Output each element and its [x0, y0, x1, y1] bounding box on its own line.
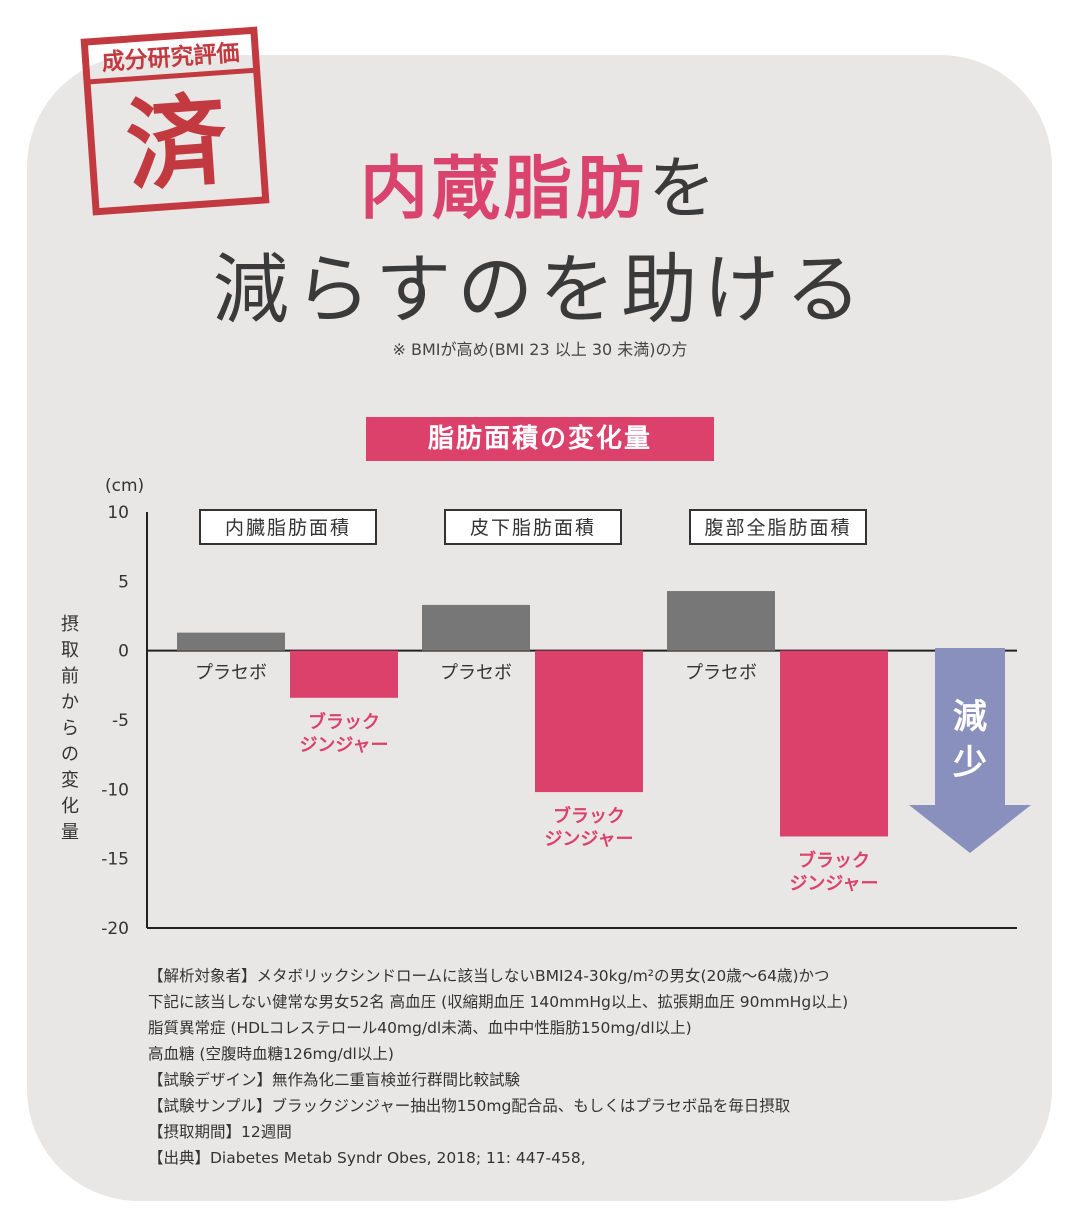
y-tick-label: -10	[101, 780, 129, 800]
footnotes: 【解析対象者】メタボリックシンドロームに該当しないBMI24-30kg/m²の男…	[148, 963, 848, 1171]
decrease-label: 減	[953, 697, 987, 737]
footnote-line: 【出典】Diabetes Metab Syndr Obes, 2018; 11:…	[148, 1149, 586, 1167]
chart-banner: 脂肪面積の変化量	[366, 417, 714, 461]
page-title: 内蔵脂肪を	[0, 145, 1080, 235]
footnote-line: 【試験デザイン】無作為化二重盲検並行群間比較試験	[148, 1071, 521, 1089]
bar-label-black-ginger: ジンジャー	[544, 829, 633, 850]
bar-label-placebo: プラセボ	[685, 663, 757, 684]
bar-label-placebo: プラセボ	[195, 663, 267, 684]
background-card	[27, 55, 1052, 1201]
bar-black-ginger	[780, 650, 888, 837]
bar-label-black-ginger: ブラック	[798, 849, 870, 871]
group-label-box	[689, 509, 867, 545]
y-tick-label: 5	[118, 572, 129, 592]
y-tick-label: 0	[118, 642, 129, 662]
target-note: ※ BMIが高め(BMI 23 以上 30 未満)の方	[392, 340, 688, 359]
decrease-arrow	[909, 648, 1031, 853]
footnote-line: 高血糖 (空腹時血糖126mg/dl以上)	[148, 1045, 394, 1063]
group-label-box	[444, 509, 622, 545]
bar-black-ginger	[535, 650, 643, 793]
bar-placebo	[667, 591, 775, 651]
decrease-label: 少	[953, 743, 987, 783]
group-label-box	[199, 509, 377, 545]
footnote-line: 【解析対象者】メタボリックシンドロームに該当しないBMI24-30kg/m²の男…	[148, 967, 830, 985]
group-label: 内臓脂肪面積	[225, 517, 351, 539]
bar-placebo	[177, 632, 285, 651]
bar-label-black-ginger: ブラック	[553, 805, 625, 827]
y-unit-label: (cm)	[105, 476, 145, 496]
title-particle: を	[648, 150, 721, 229]
bar-placebo	[422, 604, 530, 651]
group-label: 腹部全脂肪面積	[704, 517, 851, 539]
bar-label-black-ginger: ブラック	[308, 711, 380, 733]
footnote-line: 【摂取期間】12週間	[148, 1123, 292, 1141]
title-highlight: 内蔵脂肪	[359, 150, 648, 229]
bar-label-black-ginger: ジンジャー	[789, 873, 878, 894]
evaluation-stamp: 成分研究評価 済	[80, 26, 270, 216]
bar-label-placebo: プラセボ	[440, 663, 512, 684]
footnote-line: 下記に該当しない健常な男女52名 高血圧 (収縮期血圧 140mmHg以上、拡張…	[148, 993, 849, 1011]
y-axis-label: 摂取前からの変化量	[61, 614, 79, 843]
page-subtitle: 減らすのを助ける	[212, 245, 868, 334]
footnote-line: 脂質異常症 (HDLコレステロール40mg/dl未満、血中中性脂肪150mg/d…	[148, 1019, 692, 1037]
bar-label-black-ginger: ジンジャー	[299, 735, 388, 756]
group-label: 皮下脂肪面積	[470, 517, 596, 539]
y-tick-label: -5	[112, 711, 129, 731]
y-tick-label: 10	[107, 503, 129, 523]
bar-black-ginger	[290, 650, 398, 698]
stamp-main-char: 済	[123, 81, 232, 206]
y-tick-label: -15	[101, 850, 129, 870]
footnote-line: 【試験サンプル】ブラックジンジャー抽出物150mg配合品、もしくはプラセボ品を毎…	[148, 1097, 791, 1115]
y-tick-label: -20	[101, 919, 129, 939]
